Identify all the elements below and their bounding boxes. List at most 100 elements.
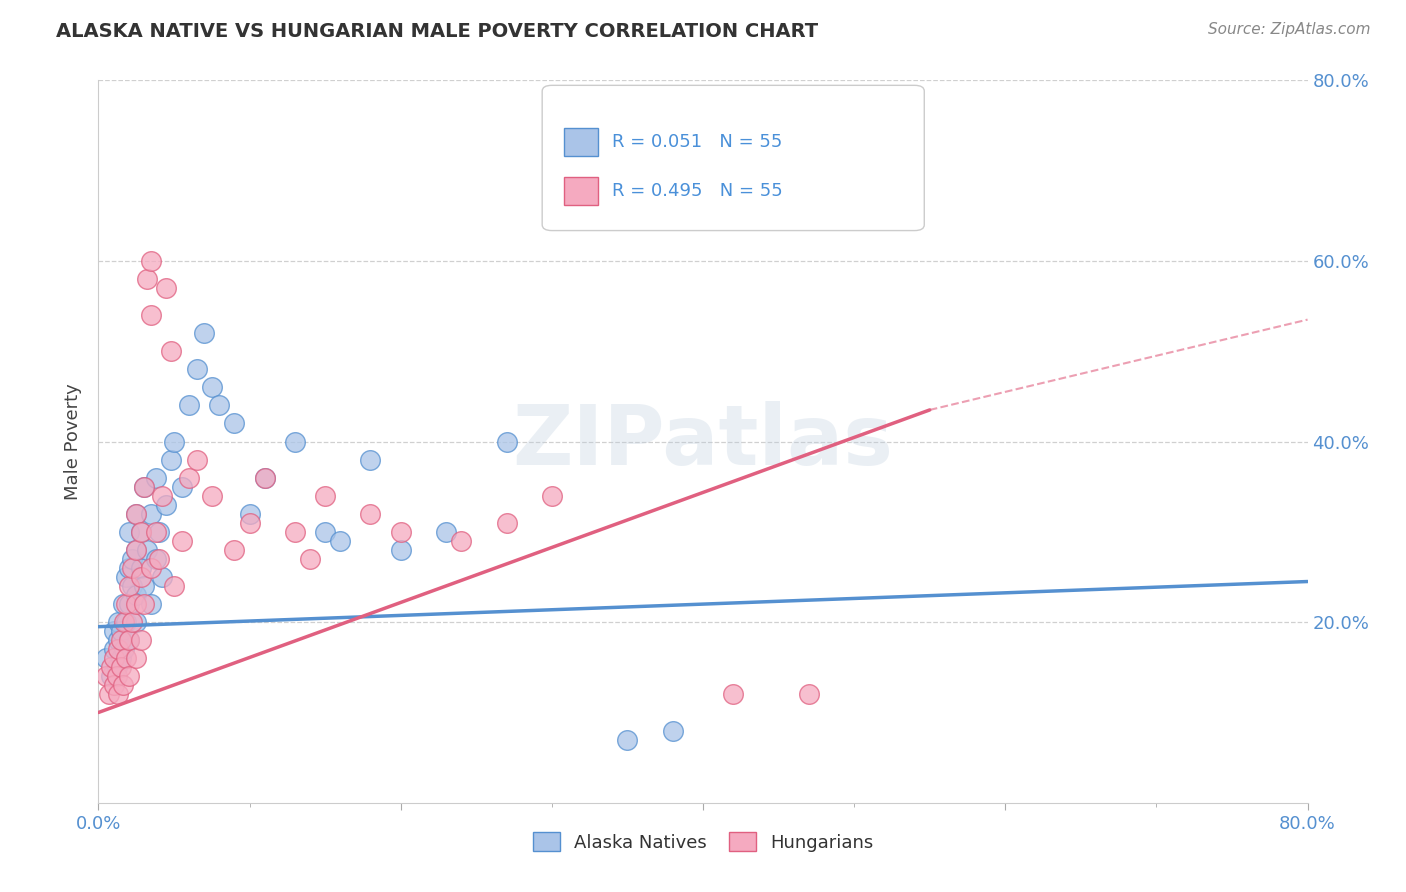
Text: R = 0.495   N = 55: R = 0.495 N = 55 — [613, 182, 783, 200]
Point — [239, 516, 262, 530]
Point — [201, 380, 224, 394]
Point — [299, 552, 322, 566]
Point — [103, 678, 125, 692]
Point — [148, 524, 170, 539]
Point — [284, 524, 307, 539]
Point — [129, 524, 152, 539]
Point — [797, 687, 820, 701]
Point — [114, 570, 136, 584]
Point — [110, 624, 132, 639]
Point — [118, 561, 141, 575]
Point — [616, 732, 638, 747]
Point — [208, 398, 231, 412]
FancyBboxPatch shape — [564, 128, 598, 156]
Point — [141, 507, 163, 521]
Point — [201, 489, 224, 503]
Point — [110, 660, 132, 674]
Legend: Alaska Natives, Hungarians: Alaska Natives, Hungarians — [526, 825, 880, 859]
Point — [107, 615, 129, 630]
Text: R = 0.051   N = 55: R = 0.051 N = 55 — [613, 133, 783, 151]
Point — [253, 471, 276, 485]
Point — [125, 588, 148, 602]
FancyBboxPatch shape — [543, 86, 924, 230]
Point — [155, 281, 177, 295]
Point — [141, 254, 163, 268]
Point — [253, 471, 276, 485]
Point — [495, 516, 517, 530]
Point — [661, 723, 683, 738]
Point — [94, 651, 117, 665]
Point — [360, 452, 382, 467]
Point — [114, 651, 136, 665]
Point — [118, 669, 141, 683]
Point — [145, 552, 167, 566]
Point — [121, 561, 143, 575]
Point — [132, 597, 155, 611]
Point — [118, 633, 141, 648]
Point — [105, 660, 128, 674]
Point — [129, 561, 152, 575]
Point — [155, 498, 177, 512]
Point — [150, 570, 173, 584]
Point — [103, 651, 125, 665]
Text: ALASKA NATIVE VS HUNGARIAN MALE POVERTY CORRELATION CHART: ALASKA NATIVE VS HUNGARIAN MALE POVERTY … — [56, 22, 818, 41]
Point — [125, 597, 148, 611]
Point — [540, 489, 562, 503]
Point — [284, 434, 307, 449]
Point — [107, 633, 129, 648]
Point — [132, 579, 155, 593]
Point — [495, 434, 517, 449]
Point — [450, 533, 472, 548]
Point — [107, 687, 129, 701]
Point — [121, 615, 143, 630]
Point — [224, 542, 246, 557]
Point — [170, 533, 193, 548]
Point — [150, 489, 173, 503]
Point — [103, 624, 125, 639]
Point — [125, 615, 148, 630]
Point — [163, 579, 186, 593]
Point — [103, 642, 125, 657]
Point — [125, 651, 148, 665]
Point — [329, 533, 352, 548]
Point — [118, 597, 141, 611]
Point — [100, 660, 122, 674]
Point — [100, 669, 122, 683]
Point — [112, 615, 135, 630]
Point — [314, 524, 336, 539]
Point — [148, 552, 170, 566]
Point — [141, 308, 163, 322]
Point — [179, 398, 201, 412]
Point — [110, 651, 132, 665]
Point — [110, 633, 132, 648]
Point — [239, 507, 262, 521]
Point — [160, 344, 183, 359]
Point — [360, 507, 382, 521]
Point — [111, 597, 134, 611]
Point — [125, 542, 148, 557]
Point — [135, 272, 157, 286]
Point — [129, 524, 152, 539]
Point — [389, 524, 412, 539]
Point — [118, 579, 141, 593]
Point — [105, 669, 128, 683]
Point — [121, 552, 143, 566]
Point — [118, 524, 141, 539]
Point — [141, 561, 163, 575]
Point — [186, 362, 208, 376]
Point — [434, 524, 457, 539]
Point — [125, 507, 148, 521]
Point — [125, 542, 148, 557]
Point — [125, 507, 148, 521]
Point — [193, 326, 215, 340]
Point — [186, 452, 208, 467]
Point — [723, 687, 745, 701]
Text: Source: ZipAtlas.com: Source: ZipAtlas.com — [1208, 22, 1371, 37]
Point — [118, 633, 141, 648]
Point — [170, 480, 193, 494]
FancyBboxPatch shape — [564, 177, 598, 205]
Point — [135, 542, 157, 557]
Point — [111, 678, 134, 692]
Text: ZIPatlas: ZIPatlas — [513, 401, 893, 482]
Y-axis label: Male Poverty: Male Poverty — [65, 384, 83, 500]
